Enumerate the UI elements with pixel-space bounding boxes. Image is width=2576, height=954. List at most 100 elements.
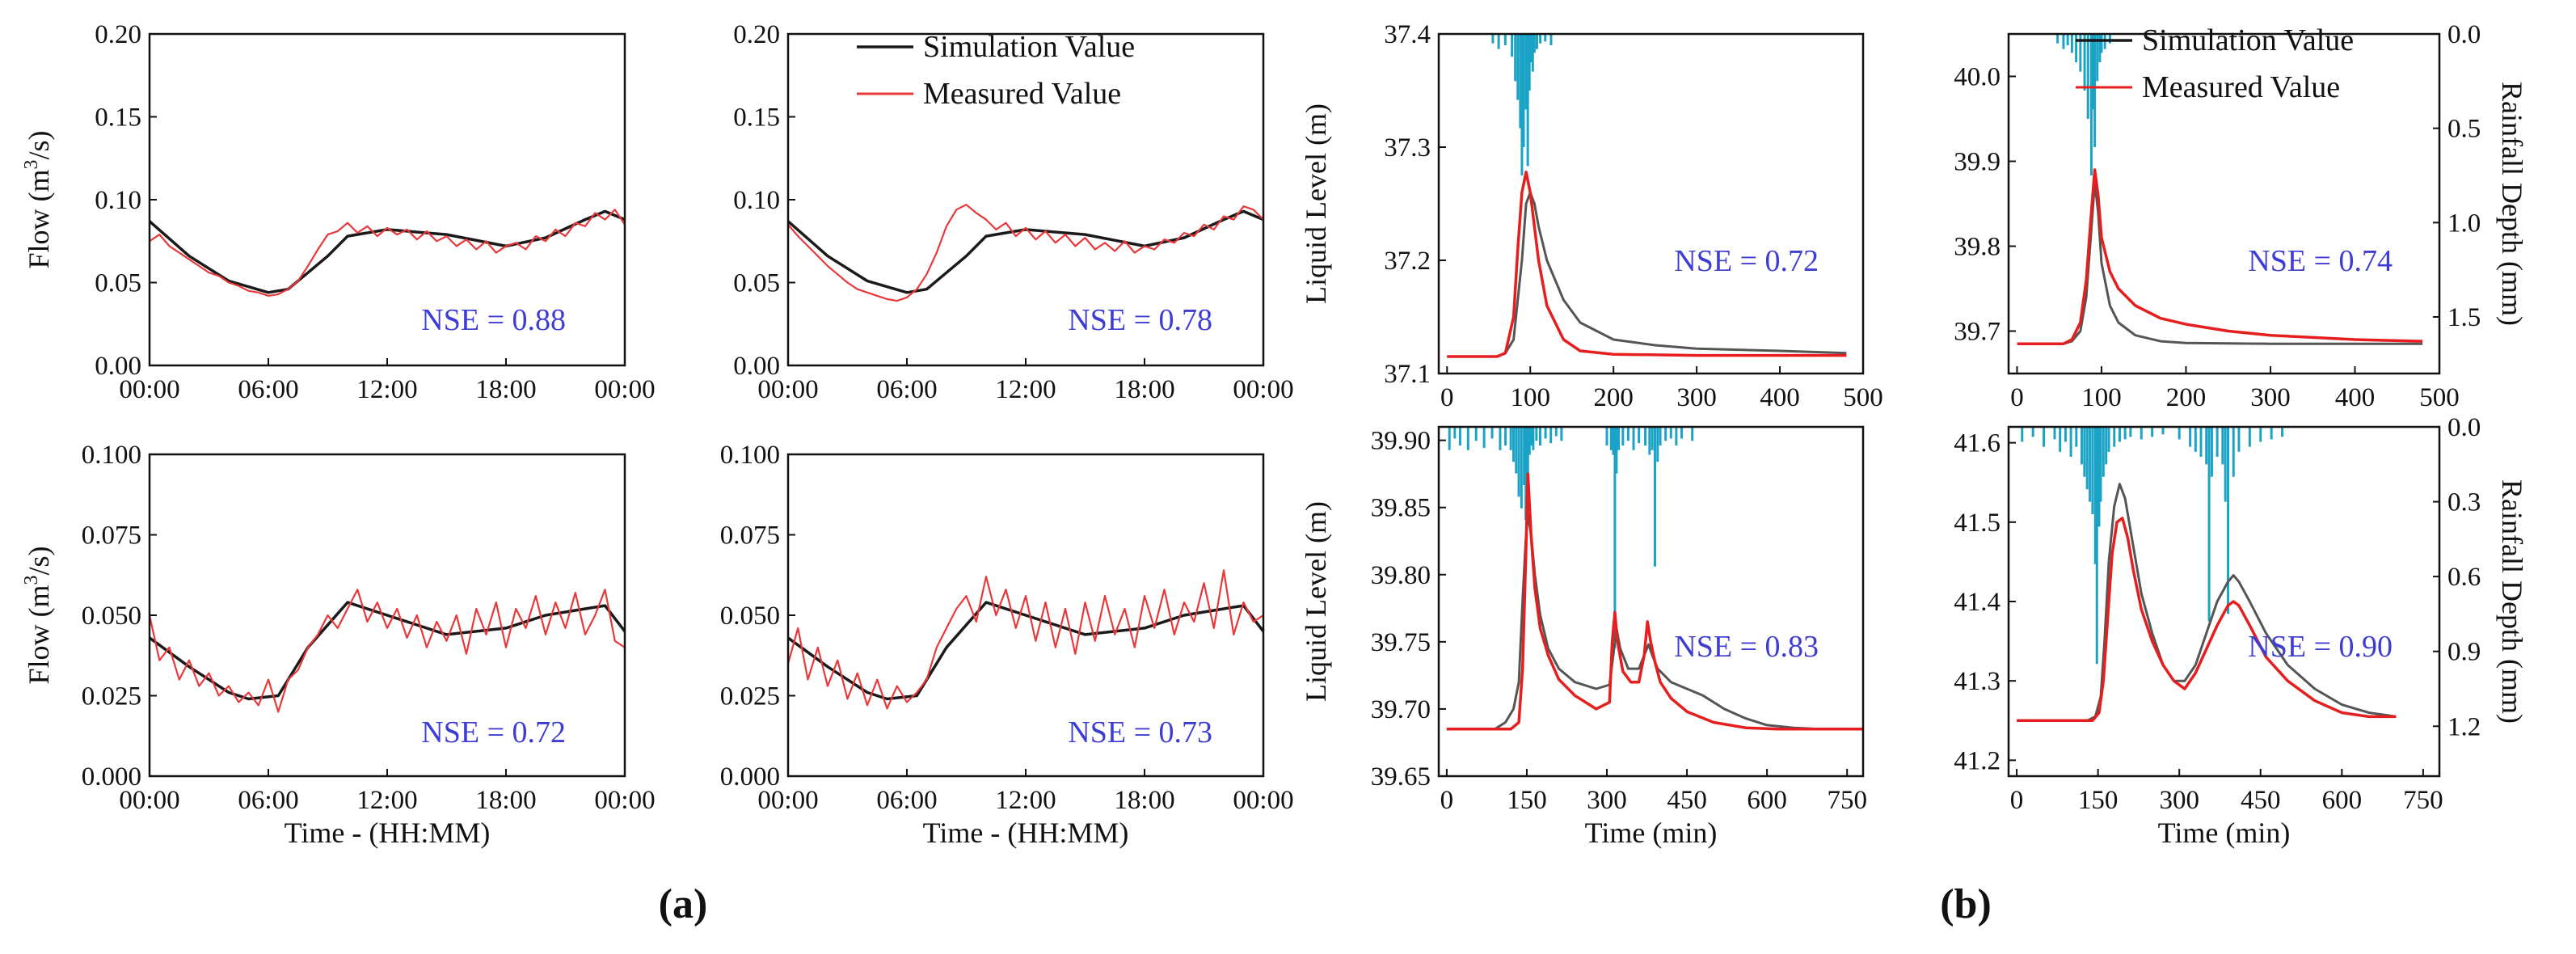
y-tick-label: 39.80: [1371, 561, 1431, 590]
x-tick-label: 00:00: [1233, 786, 1293, 815]
series-line-measured: [1446, 472, 1863, 731]
x-tick-label: 300: [2250, 383, 2291, 412]
y-tick-label: 0.10: [95, 186, 141, 215]
y-tick-label: 0.20: [733, 20, 780, 49]
y2-tick-label: 1.5: [2447, 303, 2481, 332]
x-tick-label: 0: [2010, 786, 2024, 815]
chart-b3: 0 150 300 450 600 750 39.65 39.70 39.75 39.80 39.8…: [1300, 425, 1867, 849]
x-tick-label: 150: [1507, 786, 1547, 815]
x-tick-label: 500: [1843, 383, 1883, 412]
plot-frame: [1437, 32, 1865, 375]
x-tick-label: 18:00: [1114, 375, 1174, 404]
y-tick-label: 39.75: [1371, 628, 1431, 657]
nse-annotation: NSE = 0.78: [1068, 303, 1212, 337]
series-line-measured: [149, 209, 626, 297]
y-tick-label: 0.000: [720, 762, 780, 791]
y-tick-label: 41.4: [1954, 588, 2001, 617]
legend-label: Measured Value: [923, 77, 1121, 111]
x-tick-label: 400: [2335, 383, 2376, 412]
x-tick-label: 300: [1587, 786, 1627, 815]
x-tick-label: 12:00: [995, 786, 1056, 815]
y-tick-label: 0.00: [95, 352, 141, 381]
figure-label-a: (a): [659, 881, 708, 927]
x-tick-label: 18:00: [475, 375, 536, 404]
nse-annotation: NSE = 0.90: [2248, 630, 2393, 664]
y-tick-label: 0.075: [720, 521, 780, 551]
y2-tick-label: 0.6: [2447, 563, 2481, 592]
x-tick-label: 12:00: [356, 375, 417, 404]
y-tick-label: 0.100: [720, 441, 780, 470]
series-line-measured: [2017, 517, 2397, 723]
y2-tick-label: 1.2: [2447, 712, 2481, 741]
y-tick-label: 37.4: [1384, 20, 1431, 49]
y-tick-label: 0.025: [720, 682, 780, 711]
x-tick-label: 06:00: [238, 375, 298, 404]
rainfall-bars: [1448, 427, 1694, 648]
nse-annotation: NSE = 0.73: [1068, 716, 1212, 749]
y-axis-label: Flow (m3/s): [21, 130, 55, 268]
legend-label: Simulation Value: [2142, 23, 2354, 57]
series-line-measured: [787, 204, 1264, 302]
y2-tick-label: 0.9: [2447, 638, 2481, 667]
rainfall-bars: [1491, 34, 1553, 175]
y-tick-label: 0.075: [82, 521, 141, 551]
x-axis-label: Time (min): [2158, 817, 2291, 849]
x-tick-label: 00:00: [1233, 375, 1293, 404]
y2-tick-label: 0.5: [2447, 115, 2481, 144]
y-tick-label: 0.05: [733, 269, 780, 298]
series-line-simulation: [2017, 181, 2423, 345]
x-tick-label: 400: [1760, 383, 1800, 412]
y-tick-label: 0.000: [82, 762, 141, 791]
x-tick-label: 12:00: [356, 786, 417, 815]
x-tick-label: 00:00: [594, 375, 655, 404]
y2-tick-label: 0.0: [2447, 20, 2481, 49]
nse-annotation: NSE = 0.74: [2248, 244, 2393, 278]
x-axis-label: Time (min): [1585, 817, 1718, 849]
x-tick-label: 750: [1827, 786, 1867, 815]
x-tick-label: 00:00: [119, 786, 179, 815]
rainfall-bars: [2021, 427, 2284, 665]
y-tick-label: 41.3: [1954, 667, 2001, 696]
x-tick-label: 150: [2078, 786, 2119, 815]
x-tick-label: 500: [2419, 383, 2460, 412]
legend: Simulation Value Measured Value: [857, 30, 1135, 111]
x-tick-label: 200: [2166, 383, 2207, 412]
series-line-simulation: [2017, 483, 2397, 722]
y-tick-label: 39.9: [1954, 148, 2001, 177]
y-tick-label: 39.70: [1371, 695, 1431, 724]
x-tick-label: 0: [1440, 383, 1454, 412]
y-axis-label: Flow (m3/s): [21, 546, 55, 684]
x-tick-label: 750: [2403, 786, 2443, 815]
y-tick-label: 0.050: [720, 602, 780, 631]
x-tick-label: 18:00: [1114, 786, 1174, 815]
x-tick-label: 0: [1440, 786, 1454, 815]
x-tick-label: 600: [2322, 786, 2363, 815]
x-tick-label: 300: [1676, 383, 1717, 412]
chart-b4: 0.0 0.3 0.6 0.9 1.2 Rainfall Depth (mm) 0 150 30…: [1954, 413, 2528, 849]
x-tick-label: 0: [2010, 383, 2024, 412]
plot-frame: [2007, 32, 2441, 375]
x-tick-label: 06:00: [876, 375, 937, 404]
y2-tick-label: 1.0: [2447, 209, 2481, 238]
x-tick-label: 450: [2241, 786, 2281, 815]
series-line-measured: [1447, 171, 1847, 358]
y-tick-label: 37.1: [1384, 360, 1431, 389]
series-line-measured: [148, 589, 626, 713]
y-tick-label: 0.20: [95, 20, 141, 49]
series-line-measured: [786, 569, 1264, 710]
y-tick-label: 39.65: [1371, 762, 1431, 791]
x-tick-label: 450: [1667, 786, 1707, 815]
nse-annotation: NSE = 0.83: [1674, 630, 1819, 664]
x-axis-label: Time - (HH:MM): [285, 817, 491, 849]
plot-frame: [1437, 425, 1865, 778]
x-tick-label: 600: [1747, 786, 1787, 815]
x-tick-label: 06:00: [876, 786, 937, 815]
y2-axis-label: Rainfall Depth (mm): [2496, 82, 2528, 326]
y-tick-label: 0.15: [733, 103, 780, 133]
series-line-simulation: [786, 209, 1264, 294]
y-tick-label: 41.5: [1954, 509, 2001, 538]
y-tick-label: 0.05: [95, 269, 141, 298]
x-tick-label: 06:00: [238, 786, 298, 815]
x-tick-label: 100: [2081, 383, 2122, 412]
